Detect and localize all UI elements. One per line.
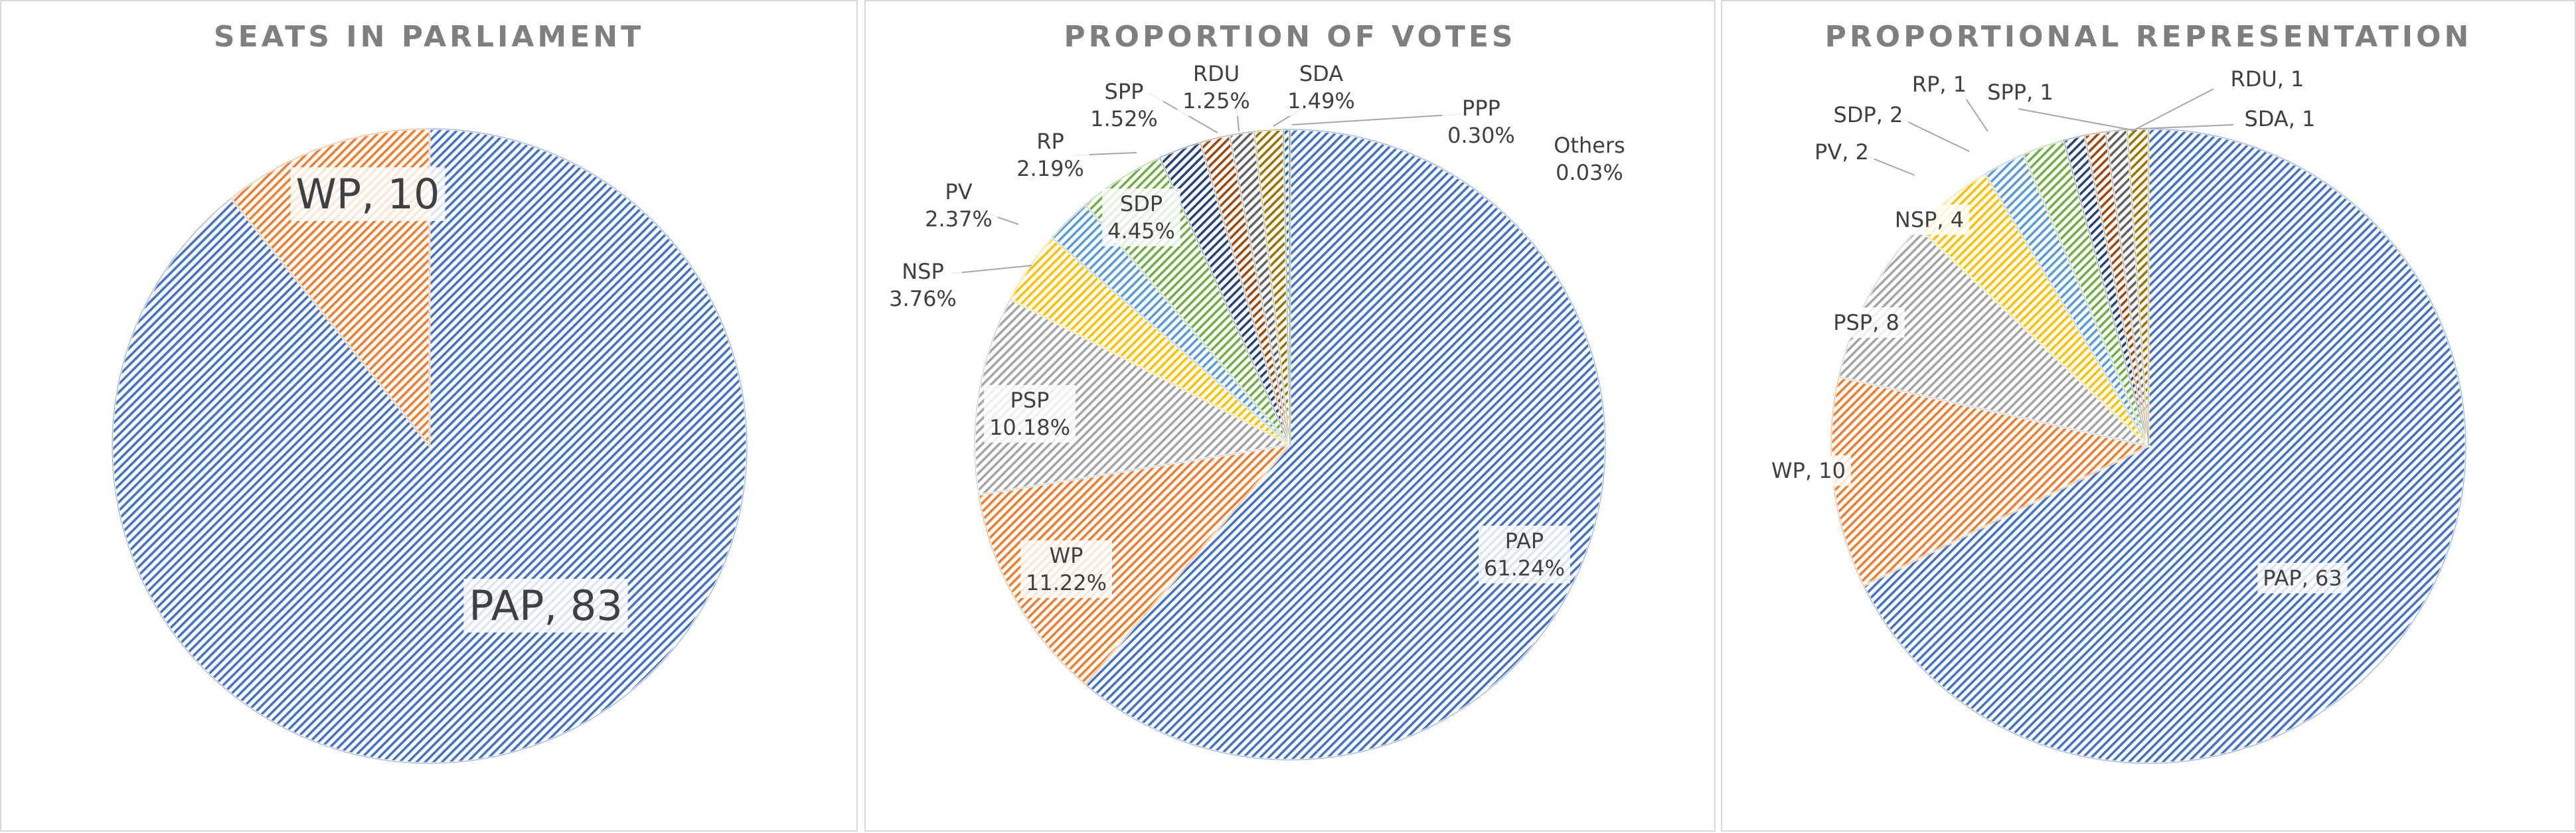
chart-title: PROPORTION OF VOTES [1064,20,1516,54]
data-label-sdp: SDP 4.45% [1102,189,1180,246]
data-label-psp: PSP 10.18% [983,385,1076,443]
pie-chart-seats: PAP, 83 WP, 10 [111,127,748,765]
data-label-pap: PAP 61.24% [1478,526,1571,583]
data-label-sda: SDA, 1 [2239,104,2321,134]
svg-text:WP, 10: WP, 10 [1771,458,1846,483]
leader-line-sda [2138,124,2234,129]
data-label-wp: WP, 10 [290,167,445,221]
leader-line-nsp [951,265,1032,274]
leader-line-ppp [1291,114,1461,125]
data-label-nsp: NSP, 4 [1889,204,1970,235]
chart-title: PROPORTIONAL REPRESENTATION [1824,20,2472,54]
pie-slice-edge-others [1289,129,1291,445]
pie-chart-votes: PAP 61.24% WP 11.22% PSP 10.18% NSP 3.76% PV 2.37… [884,58,1631,761]
data-label-spp: SPP 1.52% [1085,76,1163,134]
svg-text:SDA, 1: SDA, 1 [2245,106,2316,131]
data-label-ppp: PPP 0.30% [1442,93,1520,151]
data-label-sda: SDA 1.49% [1282,58,1360,116]
data-label-pv: PV 2.37% [920,177,998,234]
data-label-rp: RP 2.19% [1011,126,1089,184]
svg-text:WP, 10: WP, 10 [296,170,440,218]
leader-line-rdu [2131,88,2214,132]
chart-panel-seats: SEATS IN PARLIAMENT PAP, 83 WP, 10 [0,0,858,832]
svg-text:SDP, 2: SDP, 2 [1834,102,1903,127]
pie-slice-edge-psp [1838,226,2150,447]
svg-text:RP, 1: RP, 1 [1912,72,1967,97]
pie-slice-edge-wp [230,128,430,447]
pie-chart-proportional: PAP, 63 WP, 10 PSP, 8 NSP, 4 PV, 2 SDP, 2 RP, … [1766,64,2467,765]
data-label-wp: WP 11.22% [1020,540,1113,598]
pie-slice-edge-psp [974,298,1291,496]
chart-title: SEATS IN PARLIAMENT [213,20,645,54]
data-label-others: Others 0.03% [1548,130,1631,188]
pie-slice-edge-pap [1863,128,2466,764]
data-label-sdp: SDP, 2 [1828,100,1909,130]
svg-text:RP2.19%: RP 2.19% [1016,129,1084,181]
data-label-rdu: RDU, 1 [2225,64,2310,94]
svg-text:PAP, 63: PAP, 63 [2263,566,2342,591]
data-label-spp: SPP, 1 [1982,77,2059,108]
leader-line-spp [2018,108,2133,131]
leader-line-sdp [1899,117,1970,152]
data-label-psp: PSP, 8 [1828,307,1905,338]
chart-panel-votes: PROPORTION OF VOTES PAP 61.24% WP 11.22% PSP… [864,0,1716,832]
svg-text:SPP, 1: SPP, 1 [1987,80,2053,105]
svg-text:PV, 2: PV, 2 [1814,139,1869,165]
data-label-rp: RP, 1 [1906,69,1972,100]
svg-text:PAP, 83: PAP, 83 [469,581,623,630]
chart-panel-proportional: PROPORTIONAL REPRESENTATION PAP, 63 WP, 1… [1721,0,2576,832]
data-label-wp: WP, 10 [1766,455,1851,486]
svg-text:PSP, 8: PSP, 8 [1833,310,1899,335]
data-label-nsp: NSP 3.76% [884,256,962,314]
svg-text:PV2.37%: PV 2.37% [925,179,993,232]
pie-slice-edge-pap [1084,129,1606,761]
data-label-rdu: RDU 1.25% [1177,58,1255,116]
svg-text:RDU, 1: RDU, 1 [2231,66,2304,92]
data-label-pv: PV, 2 [1809,137,1874,167]
svg-text:NSP, 4: NSP, 4 [1895,207,1964,232]
pie-slice-edge-pap [112,128,748,764]
data-label-pap: PAP, 63 [2257,563,2348,593]
pie-slice-edge-wp [978,444,1291,686]
data-label-pap: PAP, 83 [463,579,628,633]
